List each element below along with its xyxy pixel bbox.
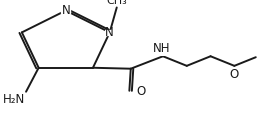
Polygon shape — [105, 30, 114, 35]
Text: CH₃: CH₃ — [106, 0, 127, 6]
Text: H₂N: H₂N — [3, 93, 25, 106]
Text: N: N — [61, 4, 70, 17]
Text: O: O — [230, 68, 239, 81]
Text: N: N — [105, 26, 114, 39]
Text: NH: NH — [153, 42, 170, 55]
Polygon shape — [61, 8, 70, 13]
Text: O: O — [136, 85, 146, 98]
